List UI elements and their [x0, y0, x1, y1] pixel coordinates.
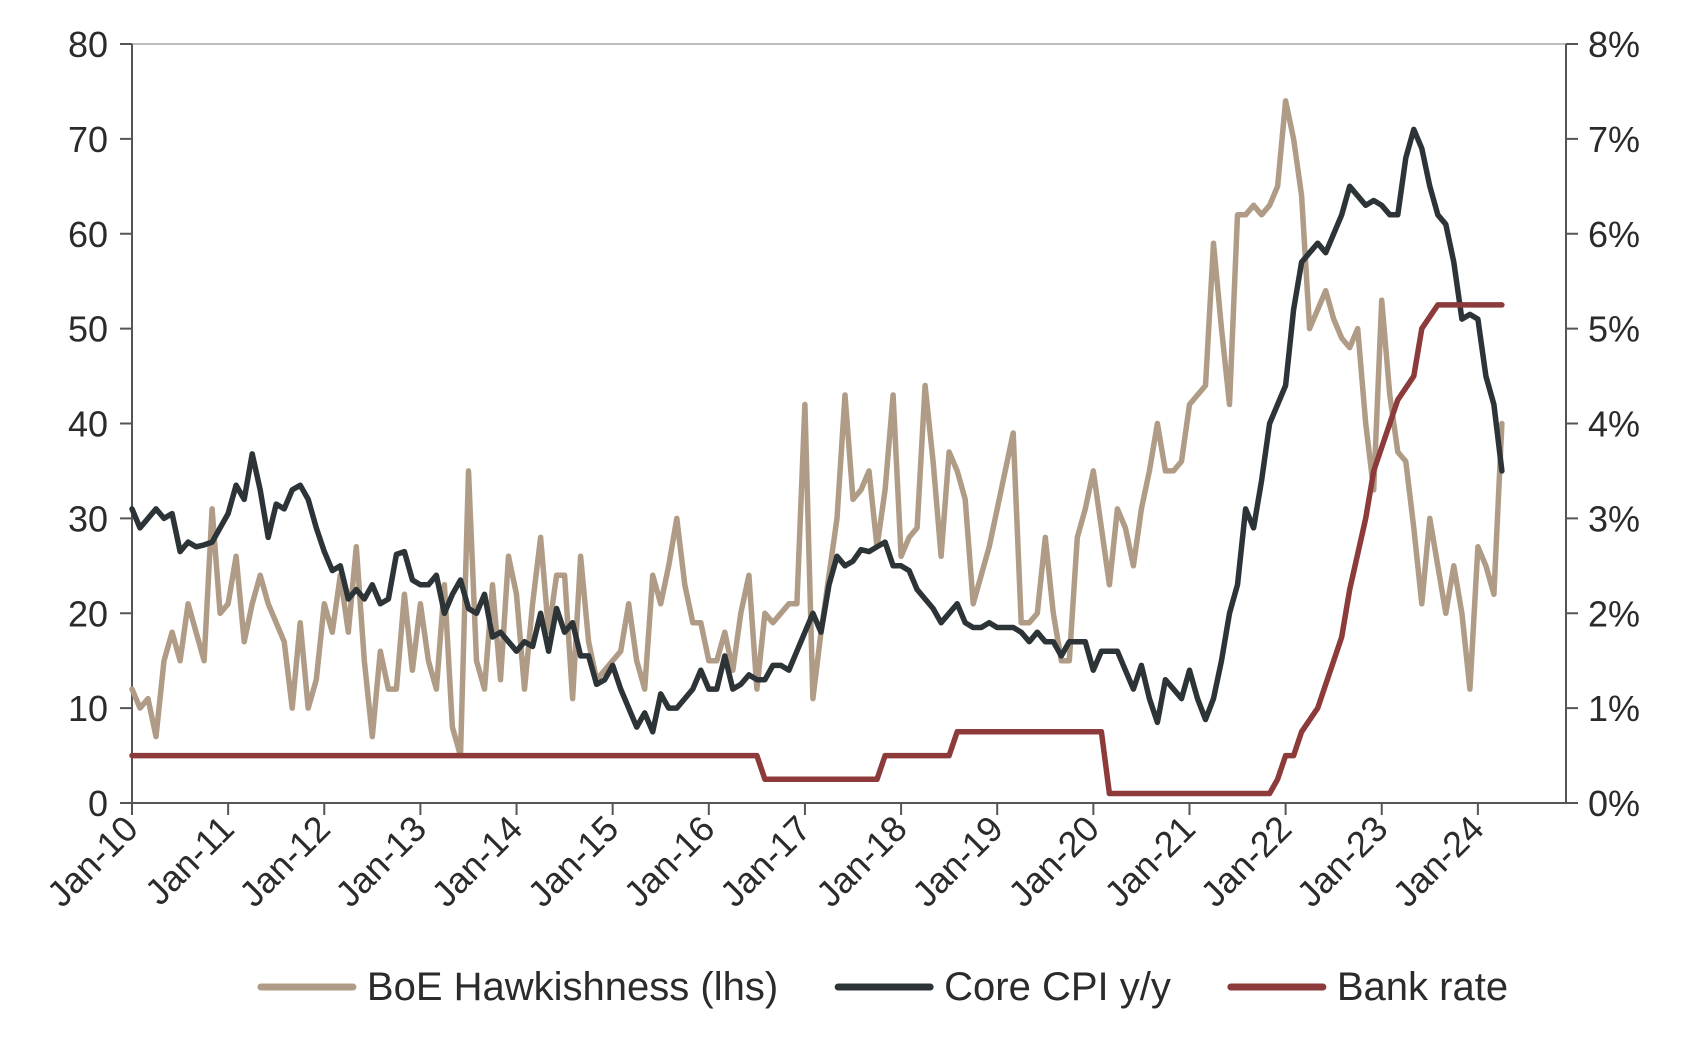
series-line-bank-rate — [129, 302, 1505, 797]
right-tick-label: 0% — [1588, 783, 1640, 824]
right-tick-label: 5% — [1588, 309, 1640, 350]
legend-label-boe-hawkishness-lhs: BoE Hawkishness (lhs) — [367, 965, 778, 1009]
left-tick-label: 20 — [68, 593, 108, 634]
right-tick-label: 3% — [1588, 498, 1640, 539]
legend-label-bank-rate: Bank rate — [1337, 965, 1508, 1009]
left-tick-label: 60 — [68, 214, 108, 255]
left-y-axis-ticks: 0 10 20 30 40 50 60 70 80 — [68, 24, 132, 824]
left-tick-label: 30 — [68, 498, 108, 539]
left-tick-label: 80 — [68, 24, 108, 65]
x-tick-label: Jan-16 — [616, 808, 723, 915]
right-tick-label: 7% — [1588, 119, 1640, 160]
x-tick-label: Jan-19 — [904, 808, 1011, 915]
legend-label-core-cpi-y-y: Core CPI y/y — [944, 965, 1171, 1009]
x-tick-label: Jan-20 — [1000, 808, 1107, 915]
right-tick-label: 4% — [1588, 404, 1640, 445]
series-layer — [129, 98, 1505, 797]
x-tick-label: Jan-22 — [1192, 808, 1299, 915]
x-tick-label: Jan-12 — [231, 808, 338, 915]
x-tick-label: Jan-15 — [519, 808, 626, 915]
left-tick-label: 50 — [68, 309, 108, 350]
series-line-core-cpi-y-y — [129, 126, 1505, 735]
x-axis-ticks: Jan-10Jan-11Jan-12Jan-13Jan-14Jan-15Jan-… — [39, 803, 1492, 914]
right-tick-label: 1% — [1588, 688, 1640, 729]
left-tick-label: 70 — [68, 119, 108, 160]
right-y-axis-ticks: 0% 1% 2% 3% 4% 5% 6% 7% 8% — [1566, 24, 1640, 824]
right-tick-label: 8% — [1588, 24, 1640, 65]
x-tick-label: Jan-18 — [808, 808, 915, 915]
x-tick-label: Jan-23 — [1289, 808, 1396, 915]
x-tick-label: Jan-17 — [712, 808, 819, 915]
x-tick-label: Jan-13 — [327, 808, 434, 915]
left-tick-label: 10 — [68, 688, 108, 729]
right-tick-label: 6% — [1588, 214, 1640, 255]
legend: BoE Hawkishness (lhs) Core CPI y/y Bank ra… — [257, 965, 1508, 1009]
x-tick-label: Jan-14 — [423, 808, 530, 915]
left-tick-label: 40 — [68, 404, 108, 445]
left-tick-label: 0 — [88, 783, 108, 824]
x-tick-label: Jan-11 — [137, 808, 242, 913]
x-tick-label: Jan-24 — [1385, 808, 1492, 915]
right-tick-label: 2% — [1588, 593, 1640, 634]
x-tick-label: Jan-21 — [1096, 808, 1203, 915]
series-line-boe-hawkishness-lhs — [129, 98, 1505, 759]
